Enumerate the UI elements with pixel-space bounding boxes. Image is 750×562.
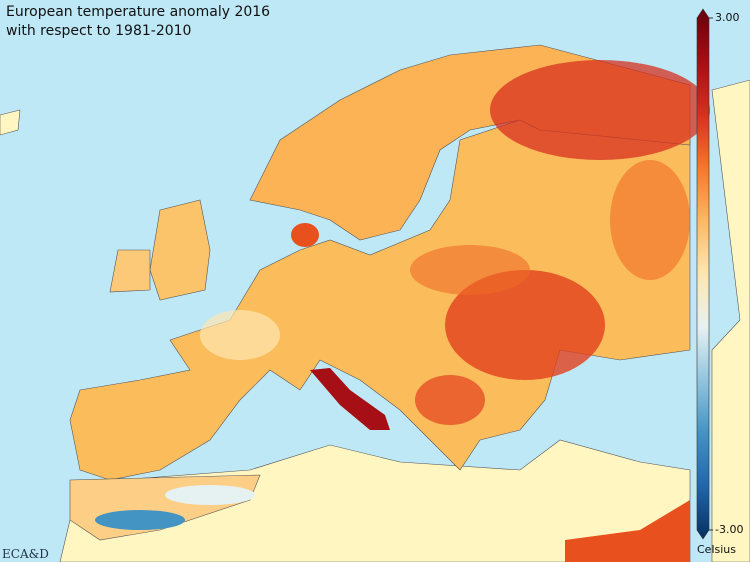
colorbar-tick-label: 3.00 — [715, 11, 740, 24]
cold-patch — [165, 485, 255, 505]
warm-patch — [490, 60, 710, 160]
land-east — [711, 79, 750, 562]
colorbar: 3.00 -3.00 — [696, 8, 743, 540]
land-ireland — [109, 249, 151, 293]
land-britain — [149, 199, 211, 301]
warm-patch — [610, 160, 690, 280]
colorbar-unit: Celsius — [697, 543, 736, 556]
warm-patch — [291, 223, 319, 247]
warm-patch — [415, 375, 485, 425]
warm-patch — [410, 245, 530, 295]
colorbar-bar — [696, 8, 710, 540]
land-europe — [69, 119, 691, 481]
title-line: European temperature anomaly 2016 — [6, 4, 270, 20]
land-levant — [565, 500, 690, 562]
colorbar-tick-label: -3.00 — [715, 523, 743, 536]
title-line: with respect to 1981-2010 — [6, 23, 191, 39]
warm-patch — [445, 270, 605, 380]
land-greenland — [0, 109, 21, 136]
cold-patch — [95, 510, 185, 530]
warm-patch — [310, 368, 390, 430]
logo: ECA&D — [2, 547, 49, 561]
mild-patch — [200, 310, 280, 360]
